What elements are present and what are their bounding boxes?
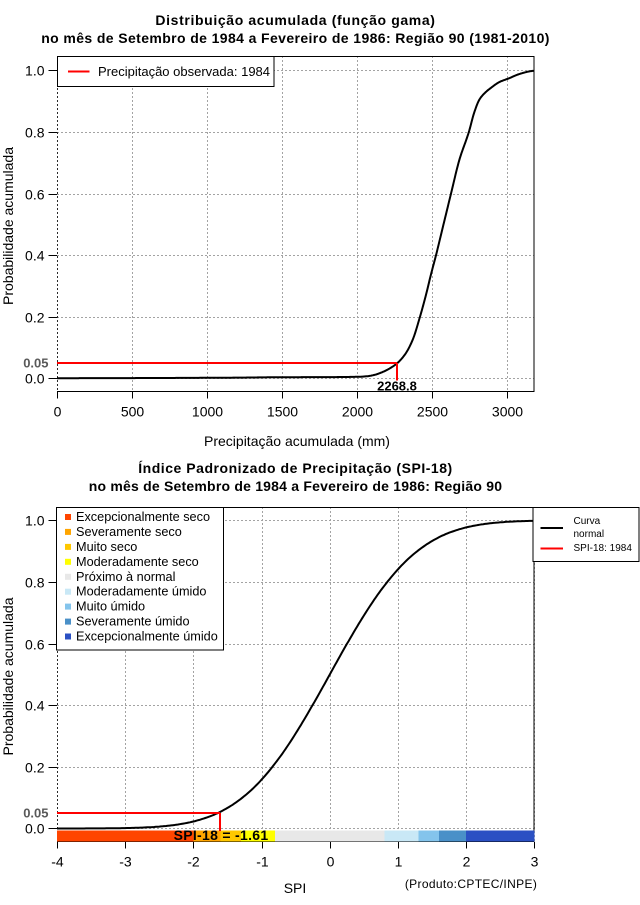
svg-text:Moderadamente úmido: Moderadamente úmido	[76, 585, 206, 599]
svg-text:0: 0	[327, 854, 335, 870]
svg-text:0.0: 0.0	[25, 821, 45, 837]
svg-text:SPI-18: 1984: SPI-18: 1984	[574, 543, 633, 554]
svg-text:no mês de Setembro de 1984 a F: no mês de Setembro de 1984 a Fevereiro d…	[89, 478, 503, 494]
svg-text:no mês de Setembro de 1984 a F: no mês de Setembro de 1984 a Fevereiro d…	[41, 30, 550, 46]
svg-text:1.0: 1.0	[25, 63, 45, 79]
svg-text:Severamente seco: Severamente seco	[76, 525, 182, 539]
svg-text:0.8: 0.8	[25, 575, 45, 591]
svg-text:2000: 2000	[342, 404, 373, 420]
svg-text:Severamente úmido: Severamente úmido	[76, 615, 190, 629]
svg-text:Índice Padronizado de Precipit: Índice Padronizado de Precipitação (SPI-…	[138, 460, 453, 476]
svg-text:1: 1	[395, 854, 403, 870]
svg-text:0.4: 0.4	[25, 248, 45, 264]
svg-text:3: 3	[531, 854, 539, 870]
svg-text:500: 500	[121, 404, 145, 420]
svg-text:0.6: 0.6	[25, 637, 45, 653]
svg-text:normal: normal	[574, 529, 605, 540]
svg-text:0.4: 0.4	[25, 698, 45, 714]
svg-text:0.6: 0.6	[25, 187, 45, 203]
svg-text:(Produto:CPTEC/INPE): (Produto:CPTEC/INPE)	[405, 877, 537, 891]
svg-text:0.05: 0.05	[23, 806, 48, 821]
svg-text:1.0: 1.0	[25, 513, 45, 529]
svg-text:SPI-18 = -1.61: SPI-18 = -1.61	[174, 827, 269, 843]
svg-text:Precipitação observada: 1984: Precipitação observada: 1984	[98, 64, 270, 79]
svg-text:Distribuição acumulada (função: Distribuição acumulada (função gama)	[155, 12, 435, 28]
svg-text:0.2: 0.2	[25, 310, 45, 326]
svg-text:-3: -3	[119, 854, 132, 870]
svg-text:3000: 3000	[492, 404, 523, 420]
svg-text:2500: 2500	[417, 404, 448, 420]
svg-text:-2: -2	[187, 854, 200, 870]
svg-text:0.2: 0.2	[25, 760, 45, 776]
svg-text:2: 2	[463, 854, 471, 870]
svg-text:Precipitação acumulada (mm): Precipitação acumulada (mm)	[204, 433, 390, 449]
svg-text:-1: -1	[256, 854, 269, 870]
svg-text:Excepcionalmente seco: Excepcionalmente seco	[76, 510, 210, 524]
svg-text:1000: 1000	[192, 404, 223, 420]
svg-text:Moderadamente seco: Moderadamente seco	[76, 555, 199, 569]
svg-text:SPI: SPI	[284, 880, 307, 896]
svg-text:Muito úmido: Muito úmido	[76, 600, 145, 614]
svg-text:Curva: Curva	[574, 516, 601, 527]
svg-text:0.8: 0.8	[25, 125, 45, 141]
svg-text:Probabilidade acumulada: Probabilidade acumulada	[0, 597, 16, 755]
svg-text:0.05: 0.05	[23, 356, 48, 371]
svg-text:0: 0	[54, 404, 62, 420]
svg-text:-4: -4	[51, 854, 64, 870]
svg-text:2268.8: 2268.8	[377, 379, 417, 394]
svg-text:1500: 1500	[267, 404, 298, 420]
svg-text:Próximo à normal: Próximo à normal	[76, 570, 175, 584]
svg-text:0.0: 0.0	[25, 371, 45, 387]
svg-text:Probabilidade acumulada: Probabilidade acumulada	[0, 147, 16, 305]
svg-text:Excepcionalmente úmido: Excepcionalmente úmido	[76, 630, 218, 644]
svg-text:Muito seco: Muito seco	[76, 540, 137, 554]
